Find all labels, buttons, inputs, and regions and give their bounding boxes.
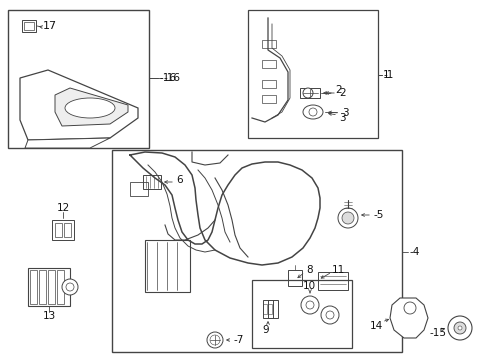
Bar (57, 270, 64, 304)
Ellipse shape (303, 105, 323, 119)
Circle shape (320, 306, 338, 324)
Bar (28, 268, 70, 306)
Text: 13: 13 (43, 311, 56, 321)
Text: -16: -16 (163, 73, 180, 83)
Bar (55, 223, 62, 237)
Text: 1: 1 (382, 70, 389, 80)
Bar (145, 240, 190, 292)
Text: 8: 8 (305, 265, 312, 275)
Circle shape (206, 332, 223, 348)
Bar (263, 300, 272, 318)
Polygon shape (389, 298, 427, 338)
Bar (142, 175, 161, 189)
Bar (22, 20, 36, 32)
Text: 12: 12 (57, 203, 70, 213)
Bar (263, 304, 266, 314)
Text: -7: -7 (232, 335, 243, 345)
Circle shape (209, 335, 220, 345)
Bar (247, 10, 377, 138)
Text: -1: -1 (382, 70, 392, 80)
Bar (24, 22, 34, 30)
Bar (262, 80, 275, 88)
Text: 6: 6 (176, 175, 182, 185)
Circle shape (453, 322, 465, 334)
Circle shape (62, 279, 78, 295)
Text: 9: 9 (262, 325, 268, 335)
Bar (267, 300, 278, 318)
Text: 2: 2 (338, 88, 345, 98)
Circle shape (305, 301, 313, 309)
Text: -4: -4 (408, 247, 419, 257)
Text: 17: 17 (43, 21, 57, 31)
Circle shape (341, 212, 353, 224)
Text: -15: -15 (429, 328, 446, 338)
Text: 14: 14 (369, 321, 383, 331)
Circle shape (301, 296, 318, 314)
Polygon shape (55, 88, 128, 126)
Bar (30, 270, 37, 304)
Circle shape (447, 316, 471, 340)
Ellipse shape (65, 98, 115, 118)
Bar (267, 304, 271, 314)
Text: 3: 3 (341, 108, 348, 118)
Bar (262, 40, 275, 48)
Text: 3: 3 (338, 113, 345, 123)
Bar (8, 10, 149, 148)
Circle shape (325, 311, 333, 319)
Bar (262, 60, 275, 68)
Polygon shape (25, 138, 110, 148)
Bar (251, 280, 351, 348)
Bar (64, 223, 71, 237)
Bar (39, 270, 46, 304)
Bar (48, 270, 55, 304)
Bar (112, 150, 401, 352)
Bar (287, 270, 302, 286)
Text: -16: -16 (159, 73, 176, 83)
Circle shape (457, 326, 461, 330)
Circle shape (66, 283, 74, 291)
Bar (130, 182, 148, 196)
Text: -5: -5 (372, 210, 383, 220)
Polygon shape (20, 70, 138, 140)
Bar (299, 88, 319, 98)
Circle shape (403, 302, 415, 314)
Bar (52, 220, 74, 240)
Circle shape (303, 88, 312, 98)
Circle shape (337, 208, 357, 228)
Text: 10: 10 (303, 281, 315, 291)
Bar (262, 95, 275, 103)
Bar (317, 272, 347, 290)
Circle shape (308, 108, 316, 116)
Text: 11: 11 (331, 265, 345, 275)
Text: 2: 2 (334, 85, 341, 95)
